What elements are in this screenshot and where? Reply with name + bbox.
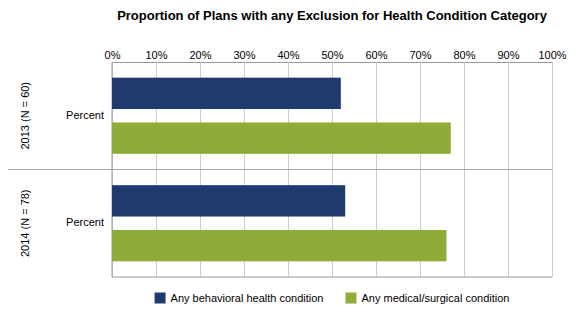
x-tick-label: 80% [453,49,475,61]
title: Proportion of Plans with any Exclusion f… [117,8,548,23]
bar [112,122,451,153]
annotation: Percent [66,216,104,228]
x-tick-label: 70% [409,49,431,61]
x-tick-label: 10% [145,49,167,61]
legend-label: Any behavioral health condition [171,292,324,304]
legend-item: Any medical/surgical condition [345,292,509,304]
category-label: 2013 (N = 60) [19,82,31,150]
annotation: Percent [66,109,104,121]
x-tick: 80% [453,49,475,277]
x-tick-label: 30% [233,49,255,61]
x-tick: 90% [497,49,519,277]
x-axis: 0% 10% 20% 30% 40% 50% 60% 70% 80% 90% 100% [105,49,567,277]
bar [112,185,345,216]
x-tick-label: 20% [189,49,211,61]
legend-swatch [345,293,356,304]
legend: Any behavioral health condition Any medic… [155,292,510,304]
group-separator [8,169,552,170]
bar [112,230,446,261]
x-tick-label: 40% [277,49,299,61]
x-tick-label: 60% [365,49,387,61]
legend-item: Any behavioral health condition [155,292,324,304]
x-tick-label: 50% [321,49,343,61]
x-tick-label: 0% [105,49,121,61]
grid-line [552,62,553,277]
frame-bottom [112,277,552,278]
bar [112,78,341,109]
chart: Proportion of Plans with any Exclusion f… [0,0,580,319]
legend-swatch [155,293,166,304]
x-tick-label: 90% [497,49,519,61]
x-tick: 100% [538,49,566,277]
x-tick-label: 100% [538,49,566,61]
bars [112,78,451,262]
category-label: 2014 (N = 78) [19,189,31,257]
plot: 0% 10% 20% 30% 40% 50% 60% 70% 80% 90% 100% 2013 (N… [8,49,567,277]
legend-label: Any medical/surgical condition [361,292,509,304]
